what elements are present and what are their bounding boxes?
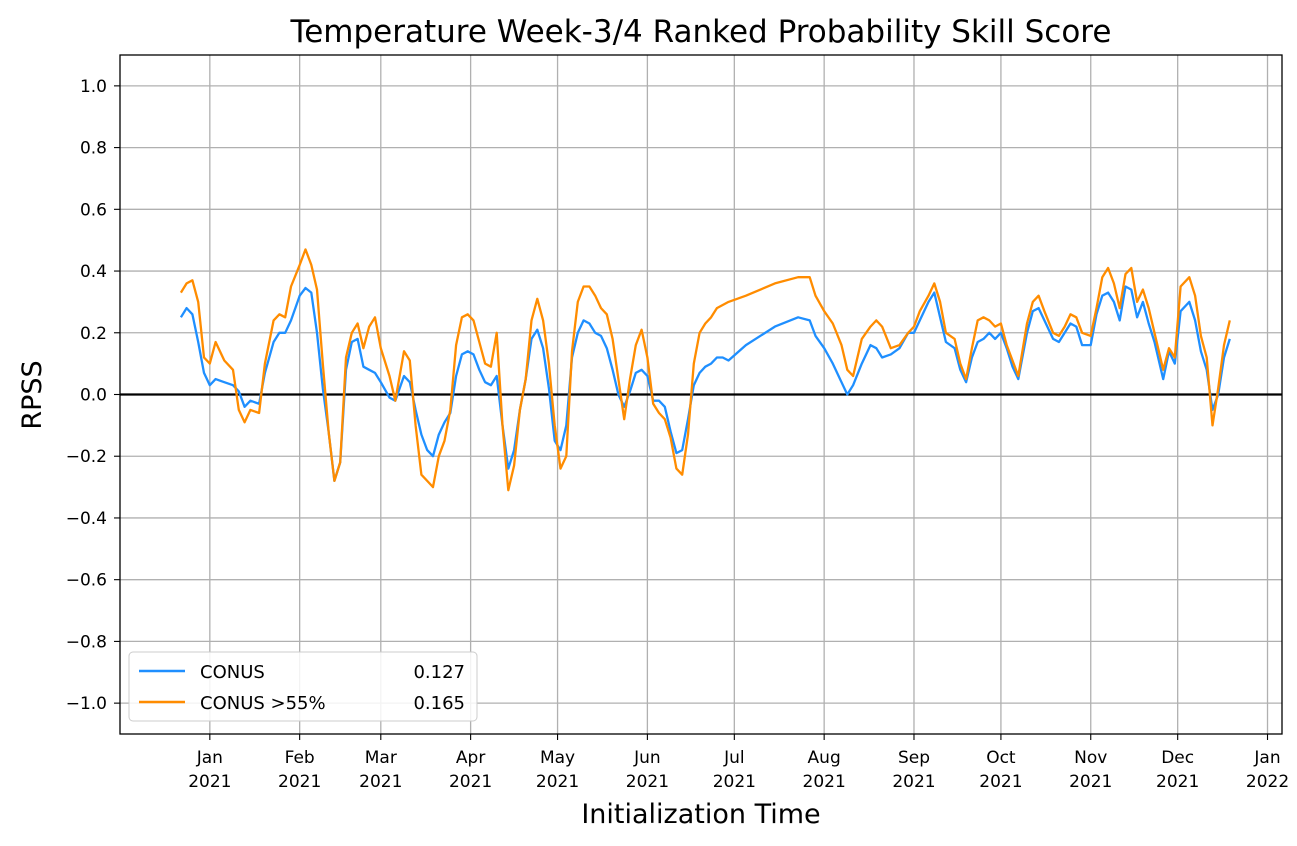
x-tick-label-year: 2021 xyxy=(449,772,492,792)
x-tick-label-month: Feb xyxy=(285,748,315,768)
x-tick-label-year: 2021 xyxy=(803,772,846,792)
legend: CONUS 0.127 CONUS >55% 0.165 xyxy=(128,651,478,722)
x-tick-label-year: 2021 xyxy=(713,772,756,792)
x-tick-label-month: Jan xyxy=(196,748,223,768)
series-line-conus-55 xyxy=(179,248,1231,492)
x-tick-label-month: Jan xyxy=(1253,748,1280,768)
y-tick-label: 0.4 xyxy=(80,262,107,282)
y-tick-label: 0.2 xyxy=(80,324,107,344)
x-tick-label-month: May xyxy=(540,748,575,768)
legend-box xyxy=(128,651,478,722)
x-tick-label-month: Jul xyxy=(723,748,745,768)
series-layer xyxy=(179,248,1231,492)
x-tick-label-month: Aug xyxy=(808,748,841,768)
x-axis-ticks: Jan 2021 Feb 2021 Mar 2021 Apr 2021 May 2021 Jun 20… xyxy=(188,734,1289,792)
legend-label-conus-55: CONUS >55% xyxy=(200,693,326,714)
x-tick-label-year: 2021 xyxy=(188,772,231,792)
x-tick-label-year: 2021 xyxy=(626,772,669,792)
y-tick-label: −1.0 xyxy=(66,694,107,714)
x-tick-label-year: 2021 xyxy=(979,772,1022,792)
y-axis-label: RPSS xyxy=(17,360,48,429)
y-tick-label: −0.2 xyxy=(66,447,107,467)
y-tick-label: −0.4 xyxy=(66,509,107,529)
x-tick-label-month: Oct xyxy=(986,748,1016,768)
y-axis-ticks: −1.0 −0.8 −0.6 −0.4 −0.2 0.0 0.2 0.4 0.6 0.8 1.0 xyxy=(66,77,120,714)
y-tick-label: 0.6 xyxy=(80,200,107,220)
y-tick-label: 0.8 xyxy=(80,139,107,159)
series-line-conus xyxy=(179,285,1231,483)
x-tick-label-month: Jun xyxy=(633,748,661,768)
x-tick-label-year: 2022 xyxy=(1246,772,1289,792)
y-tick-label: −0.6 xyxy=(66,571,107,591)
x-tick-label-year: 2021 xyxy=(1069,772,1112,792)
x-tick-label-month: Nov xyxy=(1074,748,1107,768)
x-tick-label-year: 2021 xyxy=(1156,772,1199,792)
x-tick-label-month: Sep xyxy=(898,748,930,768)
y-tick-label: 1.0 xyxy=(80,77,107,97)
x-tick-label-year: 2021 xyxy=(892,772,935,792)
x-axis-label: Initialization Time xyxy=(581,799,820,830)
x-tick-label-month: Apr xyxy=(456,748,485,768)
x-tick-label-year: 2021 xyxy=(278,772,321,792)
chart-title: Temperature Week-3/4 Ranked Probability … xyxy=(290,14,1112,50)
legend-value-conus: 0.127 xyxy=(413,662,465,683)
y-tick-label: 0.0 xyxy=(80,386,107,406)
x-tick-label-month: Mar xyxy=(365,748,397,768)
legend-label-conus: CONUS xyxy=(200,662,265,683)
x-tick-label-year: 2021 xyxy=(536,772,579,792)
y-tick-label: −0.8 xyxy=(66,632,107,652)
legend-value-conus-55: 0.165 xyxy=(413,693,465,714)
x-tick-label-month: Dec xyxy=(1161,748,1194,768)
x-tick-label-year: 2021 xyxy=(359,772,402,792)
